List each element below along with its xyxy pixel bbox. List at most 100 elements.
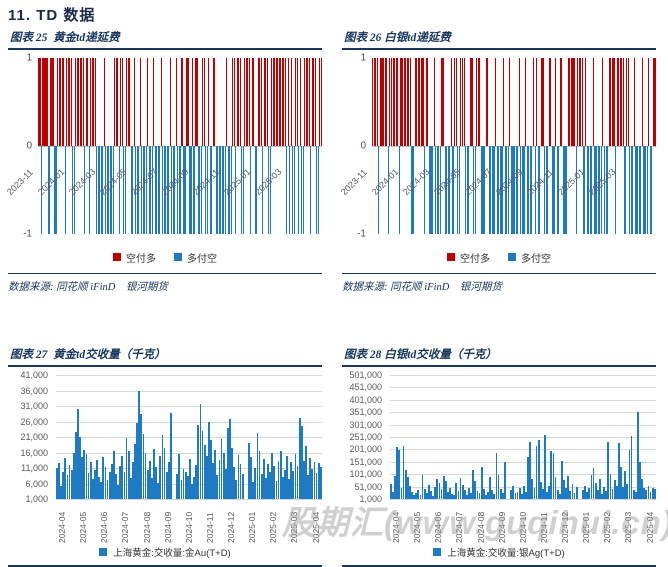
deferred-fee-bar [254,146,256,234]
x-tick-label: 2024-01 [369,166,401,198]
volume-bar [561,460,563,499]
volume-bar [544,434,546,499]
x-tick-label: 2024-09 [162,511,173,543]
deferred-fee-bar [85,58,87,146]
deferred-fee-bar [97,146,99,234]
deferred-fee-bar [643,146,645,234]
volume-bar [148,460,151,499]
volume-bar [601,494,603,499]
volume-bar [113,451,115,499]
volume-bar [425,492,428,499]
deferred-fee-bar [114,58,116,146]
volume-bar [417,489,420,499]
deferred-fee-bar [416,58,418,146]
deferred-fee-bar [205,146,207,234]
volume-bar [284,469,286,499]
deferred-fee-bar [157,146,159,234]
deferred-fee-bar [262,146,264,234]
figure-26-plot-area: 2023-11 2024-01 2024-03 2024-05 2024-07 2024-… [339,58,656,234]
deferred-fee-bar [43,58,46,146]
deferred-fee-bar [215,146,217,234]
deferred-fee-bar [534,146,536,234]
deferred-fee-bar [485,58,487,146]
deferred-fee-bar [99,146,101,234]
deferred-fee-bar [627,58,629,146]
x-tick-label: 2025-04 [644,511,655,543]
figure-25-title: 图表 25 黄金td递延费 [8,27,322,50]
deferred-fee-bar [105,146,107,234]
deferred-fee-bar [55,146,57,234]
volume-bar [77,409,79,499]
deferred-fee-bar [477,58,479,146]
deferred-fee-bar [556,146,558,234]
volume-bar [392,492,394,499]
deferred-fee-bar [124,146,126,234]
deferred-fee-bar [241,146,243,234]
volume-bar [605,491,608,499]
deferred-fee-bar [599,146,601,234]
deferred-fee-bar [132,146,134,234]
deferred-fee-bar [73,146,75,234]
volume-bar [567,476,570,499]
y-tick-label: 26,000 [20,416,48,427]
deferred-fee-bar [290,58,292,146]
volume-bar [489,476,491,499]
y-tick-label: 31,000 [20,401,48,411]
x-tick-label: 2025-02 [602,511,613,543]
deferred-fee-bar [46,58,49,146]
volume-bar [404,469,407,499]
deferred-fee-bar [551,146,553,234]
deferred-fee-bar [406,58,408,146]
volume-bar [138,390,141,499]
volume-bar [313,461,316,499]
deferred-fee-bar [562,146,565,234]
volume-bar [615,485,618,499]
volume-bar [468,488,470,499]
x-tick-label: 2024-04 [391,511,401,543]
volume-bar [83,450,86,499]
deferred-fee-bar [458,146,460,234]
deferred-fee-bar [184,146,186,234]
x-tick-label: 2024-12 [226,511,236,543]
deferred-fee-bar [280,58,282,146]
deferred-fee-bar [126,58,128,146]
deferred-fee-bar [613,58,615,146]
deferred-fee-bar [403,58,405,146]
volume-bar [271,453,274,499]
volume-bar [478,493,481,499]
deferred-fee-bar [298,146,300,234]
gridline [56,390,322,392]
deferred-fee-bar [558,146,560,234]
deferred-fee-bar [414,58,416,146]
deferred-fee-bar [112,146,114,234]
deferred-fee-bar [218,146,220,234]
volume-bar [402,445,405,499]
deferred-fee-bar [602,58,604,146]
deferred-fee-bar [389,58,391,146]
deferred-fee-bar [569,58,571,146]
gridline [390,437,656,438]
deferred-fee-bar [232,58,234,146]
volume-bar [144,453,147,499]
deferred-fee-bar [387,146,389,234]
volume-bar [311,469,314,499]
volume-bar [649,492,652,499]
deferred-fee-bar [523,146,525,234]
deferred-fee-bar [191,58,194,146]
volume-bar [501,492,504,499]
volume-bar [569,491,572,499]
deferred-fee-bar [171,146,173,234]
page-title: 11. TD 数据 [8,7,96,24]
volume-bar [474,481,477,499]
volume-bar [624,471,627,499]
deferred-fee-bar [553,146,555,234]
deferred-fee-bar [127,58,129,146]
volume-bar [400,488,403,499]
volume-bar [637,412,639,499]
deferred-fee-bar [102,146,104,234]
deferred-fee-bar [594,146,596,234]
deferred-fee-bar [72,146,74,234]
deferred-fee-bar [578,58,580,146]
deferred-fee-bar [373,58,375,146]
volume-bar [423,488,426,499]
